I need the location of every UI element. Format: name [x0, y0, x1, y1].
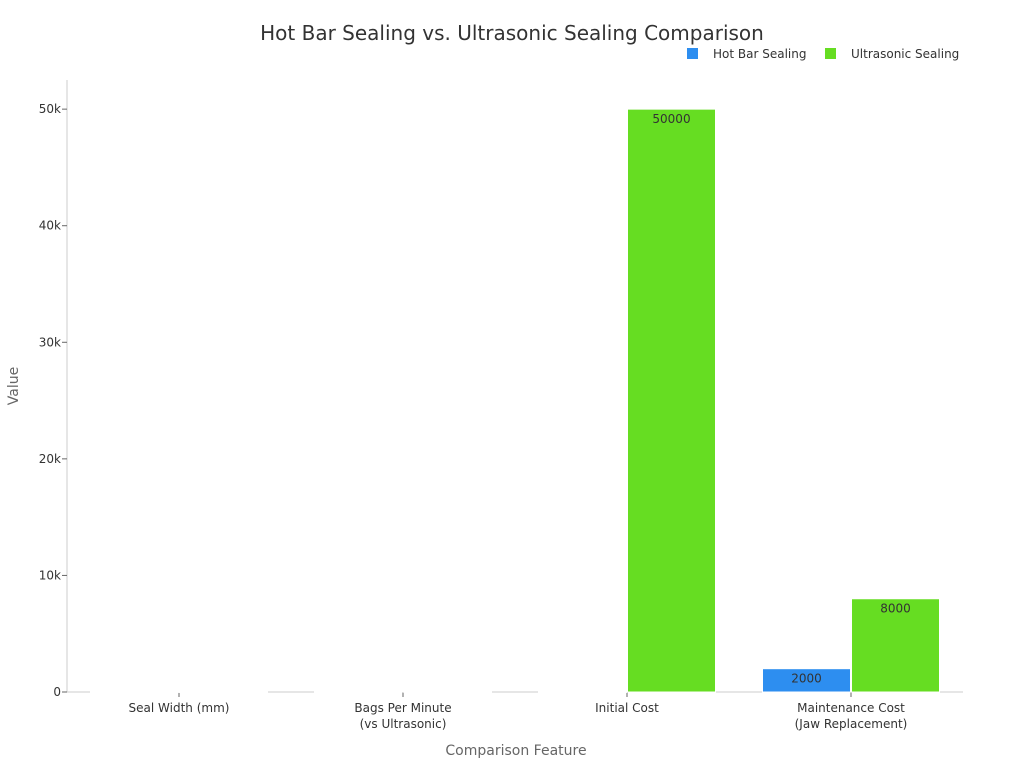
bars — [90, 108, 940, 693]
bar-value-label: 2000 — [791, 672, 822, 686]
bar-ultrasonic — [403, 691, 492, 693]
y-tick-label: 0 — [53, 685, 61, 699]
y-tick-label: 10k — [39, 568, 61, 582]
legend-swatch-ultrasonic — [825, 48, 836, 59]
x-tick-label: Maintenance Cost (Jaw Replacement) — [795, 701, 908, 731]
x-tick-label: Initial Cost — [595, 701, 659, 715]
legend-label-hot-bar: Hot Bar Sealing — [713, 47, 806, 61]
bar-hot-bar — [762, 668, 851, 693]
bar-ultrasonic — [627, 108, 716, 693]
bar-hot-bar — [90, 691, 179, 693]
x-tick-label: Seal Width (mm) — [129, 701, 230, 715]
bar-ultrasonic — [851, 598, 940, 693]
y-tick-label: 20k — [39, 452, 61, 466]
y-tick-label: 40k — [39, 219, 61, 233]
legend: Hot Bar Sealing Ultrasonic Sealing — [687, 47, 959, 61]
bar-value-label: 8000 — [880, 602, 911, 616]
y-tick-label: 50k — [39, 102, 61, 116]
y-tick-label: 30k — [39, 335, 61, 349]
bar-hot-bar — [314, 690, 403, 693]
x-axis-title: Comparison Feature — [445, 743, 586, 759]
y-axis: 0 10k 20k 30k 40k 50k — [39, 80, 68, 699]
bar-hot-bar — [538, 691, 627, 693]
x-tick-label: Bags Per Minute (vs Ultrasonic) — [354, 701, 451, 731]
legend-label-ultrasonic: Ultrasonic Sealing — [851, 47, 959, 61]
bar-ultrasonic — [179, 691, 268, 693]
x-axis: Seal Width (mm) Bags Per Minute (vs Ultras… — [67, 691, 963, 731]
chart-title: Hot Bar Sealing vs. Ultrasonic Sealing C… — [260, 21, 764, 45]
data-labels: 50000 2000 8000 — [652, 112, 910, 686]
bar-value-label: 50000 — [652, 112, 690, 126]
legend-swatch-hot-bar — [687, 48, 698, 59]
y-axis-title: Value — [6, 367, 22, 405]
